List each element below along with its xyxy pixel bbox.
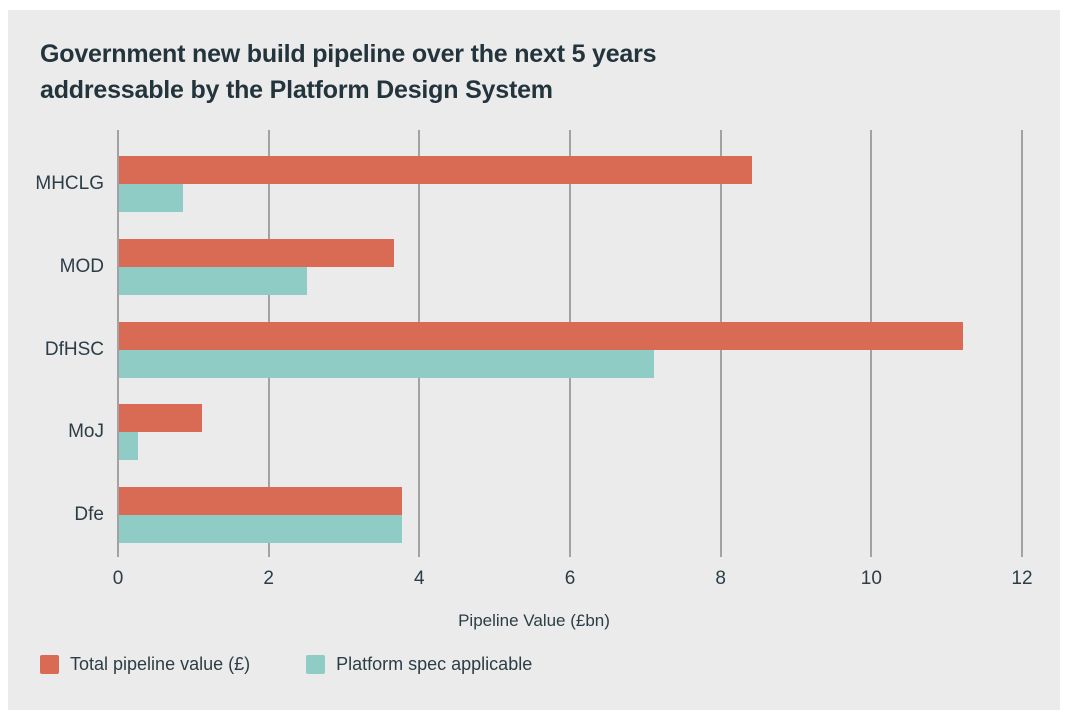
gridline-x-12 — [1021, 130, 1023, 557]
gridline-x-0 — [117, 130, 119, 557]
bar-total-MOD — [119, 238, 394, 267]
x-tick-label-8: 8 — [715, 568, 726, 589]
category-label-MOD: MOD — [59, 255, 104, 277]
bar-platform-DfHSC — [119, 349, 654, 378]
x-axis-title: Pipeline Value (£bn) — [458, 611, 610, 630]
bar-platform-Dfe — [119, 515, 402, 543]
legend: Total pipeline value (£) Platform spec a… — [40, 654, 532, 675]
bar-total-Dfe — [119, 487, 402, 515]
chart-title-line-2: addressable by the Platform Design Syste… — [40, 76, 553, 104]
x-tick-label-0: 0 — [112, 568, 124, 589]
plot-area — [117, 130, 1023, 557]
legend-swatch-platform-icon — [306, 655, 326, 674]
bar-platform-MOD — [119, 266, 308, 295]
x-tick-label-4: 4 — [414, 568, 425, 589]
x-tick-label-12: 12 — [1011, 568, 1033, 589]
legend-item-total: Total pipeline value (£) — [40, 654, 250, 675]
x-tick-label-6: 6 — [564, 568, 576, 589]
chart-title-line-1: Government new build pipeline over the n… — [40, 40, 657, 68]
legend-item-platform: Platform spec applicable — [306, 654, 532, 675]
chart-card: Government new build pipeline over the n… — [8, 10, 1060, 710]
category-label-Dfe: Dfe — [74, 504, 104, 525]
x-tick-label-10: 10 — [860, 568, 882, 589]
bar-platform-MoJ — [119, 432, 138, 461]
bar-total-DfHSC — [119, 321, 963, 350]
category-label-MHCLG: MHCLG — [35, 173, 104, 194]
bar-platform-MHCLG — [119, 184, 184, 212]
chart-title: Government new build pipeline over the n… — [40, 36, 657, 108]
x-axis-ticks: 0 2 4 6 8 10 12 — [113, 568, 1033, 592]
category-label-DfHSC: DfHSC — [44, 338, 104, 360]
bar-total-MHCLG — [119, 156, 752, 184]
x-tick-label-2: 2 — [263, 568, 274, 589]
legend-label-platform: Platform spec applicable — [336, 654, 533, 674]
category-label-MoJ: MoJ — [68, 421, 104, 443]
bar-total-MoJ — [119, 404, 202, 433]
legend-swatch-total-icon — [40, 655, 59, 674]
legend-label-total: Total pipeline value (£) — [70, 654, 251, 674]
